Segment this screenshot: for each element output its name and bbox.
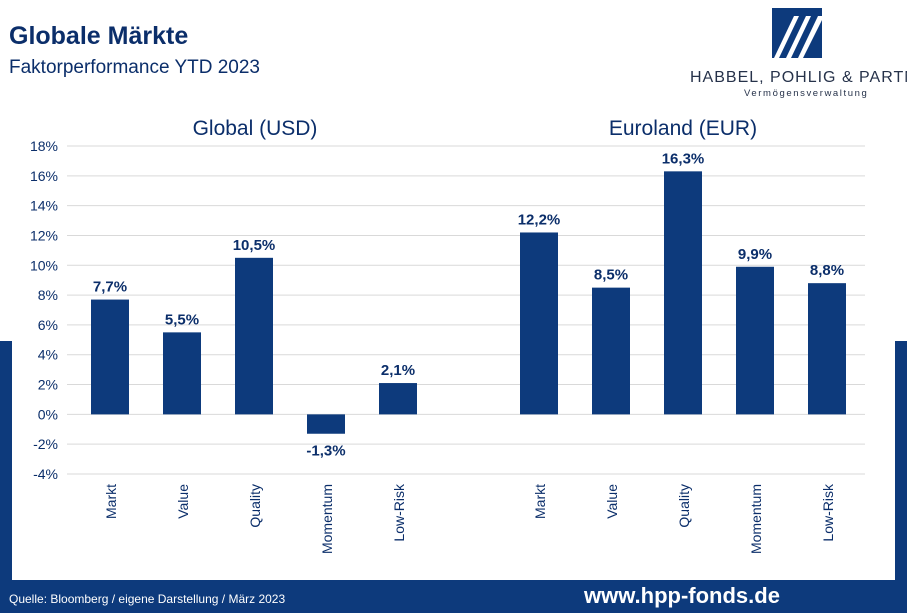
y-tick-label: -2%	[33, 436, 58, 452]
bar	[91, 299, 129, 415]
x-tick-label: Quality	[247, 484, 263, 528]
x-tick-label: Markt	[103, 484, 119, 519]
bar	[808, 283, 846, 415]
factor-bar-chart: 18% 16% 14% 12% 10% 8% 6% 4% 2% 0% -2% -4% Global (U…	[30, 117, 865, 554]
y-tick-label: 18%	[30, 138, 58, 154]
y-tick-label: 2%	[38, 377, 58, 393]
data-label: 2,1%	[381, 362, 415, 379]
company-name: HABBEL, POHLIG & PARTNER	[690, 69, 907, 86]
side-band-right	[895, 341, 907, 581]
y-tick-label: -4%	[33, 466, 58, 482]
group-title: Global (USD)	[193, 117, 318, 140]
x-tick-label: Momentum	[748, 484, 764, 554]
page-title: Globale Märkte	[9, 22, 189, 50]
footer-source: Quelle: Bloomberg / eigene Darstellung /…	[9, 592, 286, 606]
bar	[307, 414, 345, 434]
bar	[379, 383, 417, 415]
footer-bar: Quelle: Bloomberg / eigene Darstellung /…	[0, 580, 907, 613]
y-tick-label: 4%	[38, 347, 58, 363]
x-tick-label: Value	[604, 484, 620, 519]
data-label: 7,7%	[93, 279, 127, 296]
side-band-left	[0, 341, 12, 581]
data-label: 8,5%	[594, 267, 628, 284]
bar	[736, 266, 774, 415]
bar	[163, 332, 201, 415]
x-tick-label: Markt	[532, 484, 548, 519]
bar	[235, 257, 273, 415]
bar	[520, 232, 558, 415]
x-tick-label: Low-Risk	[820, 483, 836, 542]
group-title: Euroland (EUR)	[609, 117, 757, 140]
x-tick-label: Momentum	[319, 484, 335, 554]
y-tick-label: 8%	[38, 287, 58, 303]
y-tick-label: 0%	[38, 406, 58, 422]
company-logo: HABBEL, POHLIG & PARTNER Vermögensverwal…	[690, 8, 907, 100]
company-tagline: Vermögensverwaltung	[744, 88, 869, 99]
y-tick-label: 16%	[30, 168, 58, 184]
data-label: 10,5%	[233, 237, 276, 254]
data-label: 5,5%	[165, 311, 199, 328]
data-label: 16,3%	[662, 150, 705, 167]
y-tick-label: 10%	[30, 257, 58, 273]
y-tick-label: 6%	[38, 317, 58, 333]
x-tick-label: Quality	[676, 484, 692, 528]
x-tick-label: Value	[175, 484, 191, 519]
data-label: 12,2%	[518, 211, 561, 228]
data-label: 8,8%	[810, 262, 844, 279]
data-label: -1,3%	[306, 443, 345, 460]
page-subtitle: Faktorperformance YTD 2023	[9, 57, 260, 78]
footer-url[interactable]: www.hpp-fonds.de	[584, 583, 780, 608]
y-tick-label: 12%	[30, 227, 58, 243]
bar	[664, 171, 702, 415]
stripes-logo-icon	[772, 8, 822, 58]
data-label: 9,9%	[738, 246, 772, 263]
y-tick-label: 14%	[30, 198, 58, 214]
bar	[592, 287, 630, 415]
x-tick-label: Low-Risk	[391, 483, 407, 542]
